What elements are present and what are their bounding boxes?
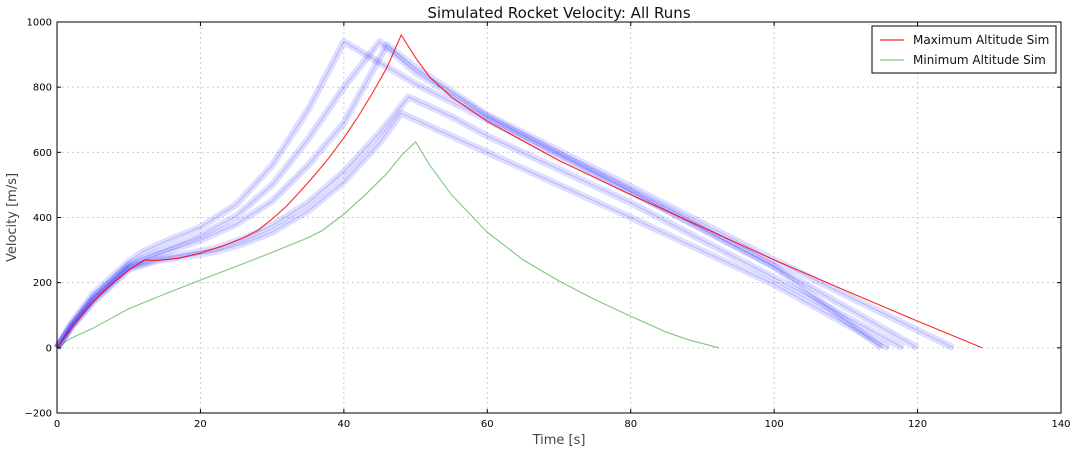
- run-line: [56, 44, 954, 349]
- legend-label-maximum: Maximum Altitude Sim: [913, 33, 1049, 47]
- series-line-maximum: [56, 33, 983, 349]
- legend: Maximum Altitude Sim Minimum Altitude Si…: [871, 25, 1057, 74]
- legend-label-minimum: Minimum Altitude Sim: [913, 53, 1046, 67]
- x-tick-label: 20: [194, 419, 207, 430]
- run-line: [54, 93, 905, 351]
- y-tick-label: 1000: [27, 18, 52, 29]
- x-tick-label: 60: [481, 419, 494, 430]
- y-tick-label: 600: [33, 148, 52, 159]
- run-line: [56, 40, 883, 349]
- grid-lines: [56, 21, 1062, 414]
- run-line: [56, 40, 918, 349]
- run-line: [54, 38, 920, 351]
- series-line-minimum: [56, 141, 720, 349]
- run-line: [53, 38, 884, 351]
- x-axis-label: Time [s]: [532, 433, 586, 448]
- y-tick-label: 0: [46, 343, 52, 354]
- x-tick-label: 80: [624, 419, 637, 430]
- x-tick-label: 40: [337, 419, 350, 430]
- y-axis-label: Velocity [m/s]: [5, 173, 20, 262]
- chart-title: Simulated Rocket Velocity: All Runs: [427, 4, 690, 22]
- y-tick-label: 800: [33, 83, 52, 94]
- x-tick-label: 120: [908, 419, 927, 430]
- run-line: [54, 41, 955, 351]
- highlighted-series: [56, 33, 983, 349]
- x-tick-label: 100: [765, 419, 784, 430]
- y-tick-label: 200: [33, 278, 52, 289]
- run-line: [54, 109, 891, 351]
- y-tick-label: −200: [25, 409, 52, 420]
- y-tick-label: 400: [33, 213, 52, 224]
- x-tick-label: 140: [1051, 419, 1070, 430]
- run-line: [56, 96, 904, 349]
- x-tick-label: 0: [54, 419, 60, 430]
- legend-box: [871, 25, 1057, 74]
